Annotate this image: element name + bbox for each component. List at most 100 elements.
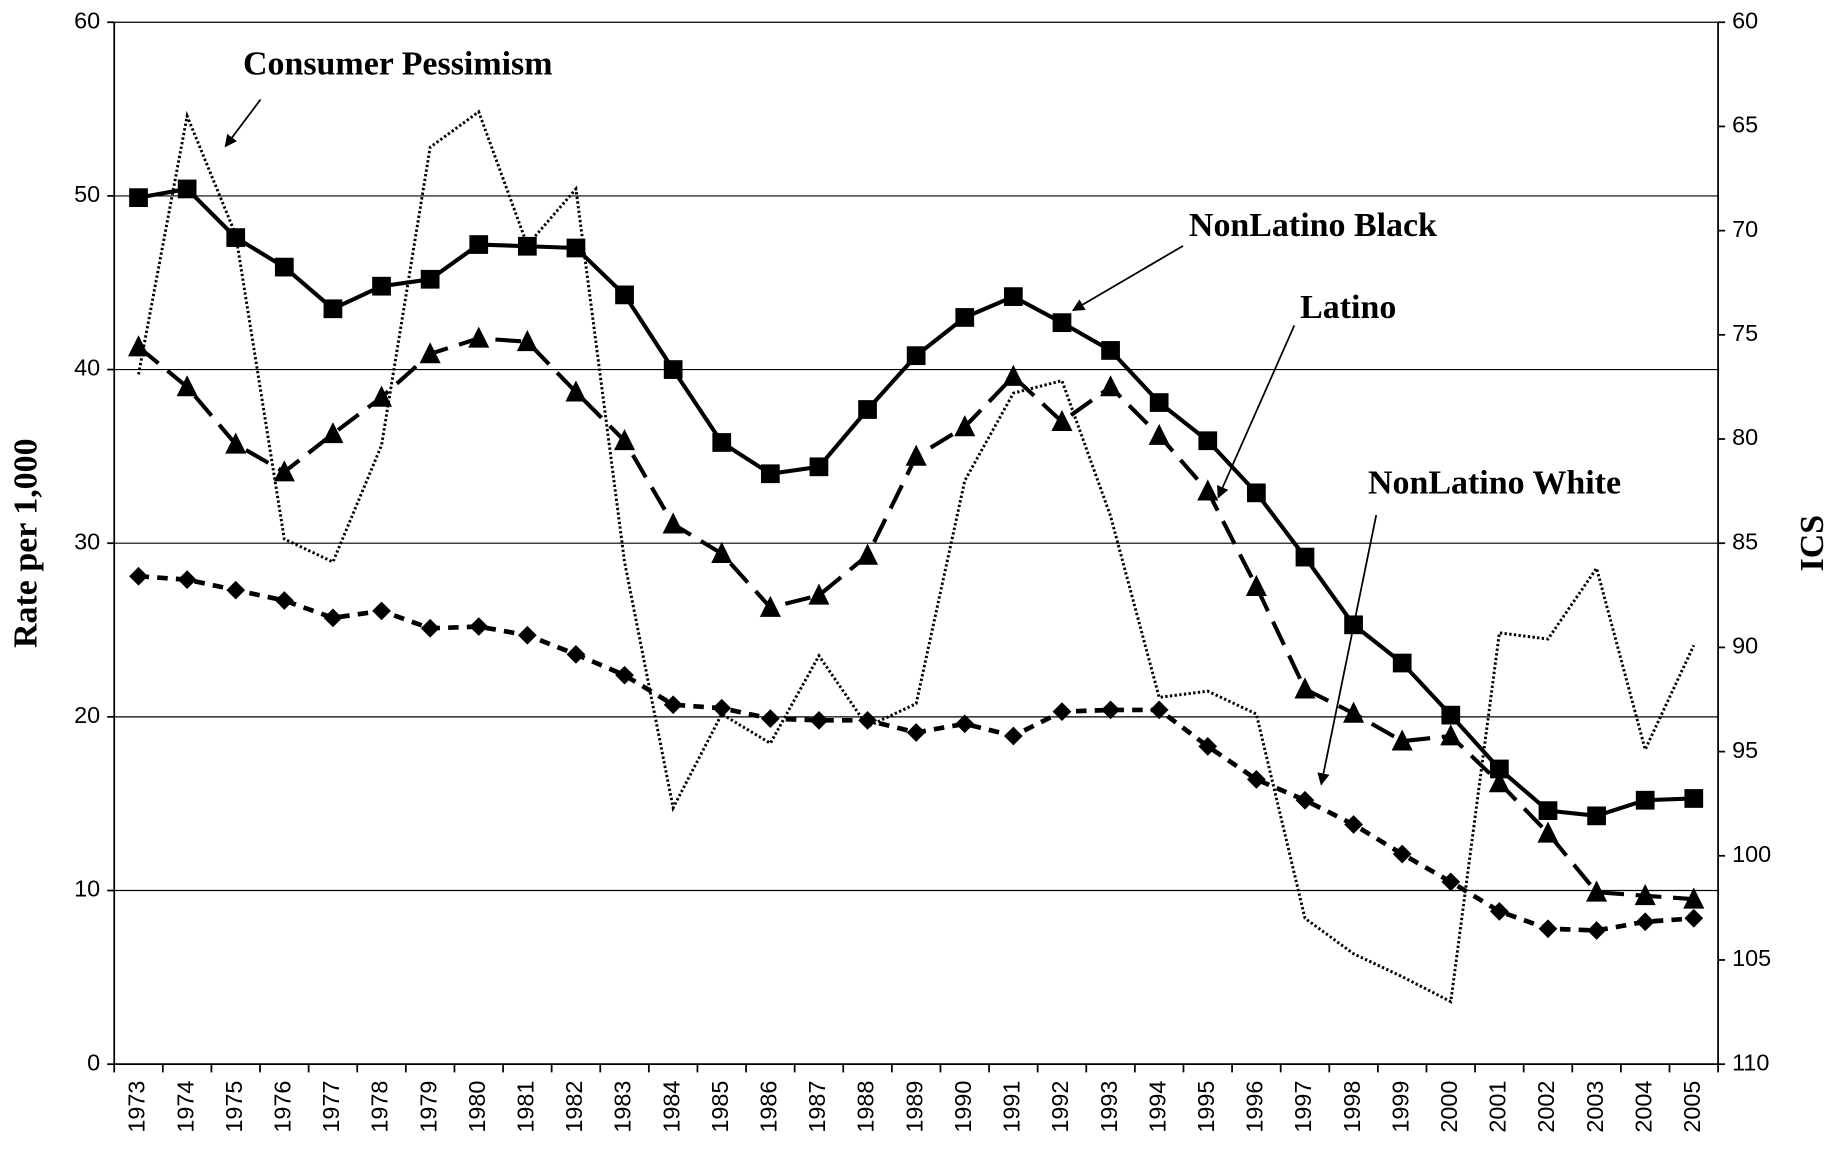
marker xyxy=(1538,801,1558,821)
marker xyxy=(1391,729,1413,751)
marker xyxy=(226,580,246,600)
marker xyxy=(1538,919,1558,939)
marker xyxy=(1003,726,1023,746)
marker xyxy=(1100,375,1122,397)
marker xyxy=(372,276,391,296)
x-tick-label: 1985 xyxy=(707,1081,733,1133)
x-tick-label: 1976 xyxy=(270,1081,296,1133)
y2-tick-label: 100 xyxy=(1732,841,1771,867)
x-tick-label: 1987 xyxy=(804,1081,830,1133)
label-arrow xyxy=(224,98,262,148)
marker xyxy=(1634,884,1656,906)
marker xyxy=(663,360,683,379)
marker xyxy=(712,698,732,718)
marker xyxy=(759,595,781,617)
marker xyxy=(1148,423,1170,445)
marker xyxy=(955,308,975,327)
x-tick-label: 1995 xyxy=(1193,1081,1219,1133)
marker xyxy=(1003,287,1023,306)
marker xyxy=(517,625,537,645)
y-tick-label: 20 xyxy=(74,702,100,728)
x-tick-label: 1975 xyxy=(221,1081,247,1133)
marker xyxy=(322,422,344,444)
marker xyxy=(565,380,587,402)
x-tick-label: 1977 xyxy=(318,1081,344,1133)
y2-tick-label: 90 xyxy=(1732,633,1758,659)
x-tick-label: 2003 xyxy=(1582,1081,1608,1133)
marker xyxy=(1197,479,1219,501)
series-label: NonLatino Black xyxy=(1189,207,1437,244)
marker xyxy=(857,543,879,565)
marker xyxy=(1247,770,1266,789)
marker xyxy=(1294,677,1316,699)
x-tick-label: 2001 xyxy=(1485,1081,1511,1133)
marker xyxy=(1586,880,1608,902)
marker xyxy=(615,285,634,305)
marker xyxy=(469,617,489,636)
x-tick-label: 1978 xyxy=(367,1081,393,1133)
marker xyxy=(1635,790,1655,810)
marker xyxy=(1343,701,1365,723)
series-line xyxy=(138,186,1694,818)
series-label: Consumer Pessimism xyxy=(243,46,553,83)
y2-tick-label: 105 xyxy=(1732,945,1771,971)
marker xyxy=(516,330,538,352)
marker xyxy=(614,429,636,451)
x-tick-label: 1981 xyxy=(513,1081,539,1133)
marker xyxy=(1441,705,1461,725)
y2-tick-label: 60 xyxy=(1732,7,1758,33)
marker xyxy=(1684,789,1704,808)
marker xyxy=(1245,574,1267,596)
marker xyxy=(1149,393,1169,412)
marker xyxy=(517,236,537,256)
marker xyxy=(1440,724,1462,746)
y2-tick-label: 75 xyxy=(1732,320,1758,346)
marker xyxy=(1101,700,1120,720)
x-tick-label: 1979 xyxy=(415,1081,441,1133)
marker xyxy=(712,433,732,452)
y-tick-label: 10 xyxy=(74,876,100,902)
marker xyxy=(1684,908,1704,928)
marker xyxy=(468,326,490,348)
marker xyxy=(129,566,148,586)
marker xyxy=(809,457,829,477)
x-tick-label: 1980 xyxy=(464,1081,490,1133)
x-tick-label: 2000 xyxy=(1436,1081,1462,1133)
series-line xyxy=(137,336,1694,902)
y2-tick-label: 70 xyxy=(1732,216,1758,242)
x-tick-label: 1974 xyxy=(172,1081,198,1133)
marker xyxy=(1002,364,1024,386)
marker xyxy=(906,723,926,742)
marker xyxy=(274,257,294,277)
marker xyxy=(858,400,877,419)
marker xyxy=(1683,887,1705,909)
marker xyxy=(1295,790,1315,810)
marker xyxy=(419,342,441,364)
x-tick-label: 1994 xyxy=(1144,1081,1170,1133)
x-tick-label: 1990 xyxy=(950,1081,976,1133)
x-tick-label: 1998 xyxy=(1339,1081,1365,1133)
x-tick-label: 1973 xyxy=(124,1081,150,1133)
label-arrow xyxy=(1317,514,1378,786)
marker xyxy=(1537,821,1559,843)
x-tick-label: 1992 xyxy=(1047,1081,1073,1133)
marker xyxy=(226,228,246,247)
y2-axis-title: ICS xyxy=(1794,515,1831,572)
y2-tick-label: 85 xyxy=(1732,528,1758,554)
marker xyxy=(905,444,927,466)
y2-tick-label: 65 xyxy=(1732,112,1758,138)
x-tick-label: 1986 xyxy=(756,1081,782,1133)
marker xyxy=(858,710,877,730)
x-tick-label: 1988 xyxy=(853,1081,879,1133)
marker xyxy=(177,179,197,199)
marker xyxy=(274,591,294,610)
marker xyxy=(566,238,586,258)
series-label: NonLatino White xyxy=(1368,465,1621,502)
x-tick-label: 1997 xyxy=(1290,1081,1316,1133)
x-tick-label: 1984 xyxy=(658,1081,684,1133)
marker xyxy=(129,188,148,208)
marker xyxy=(760,709,780,728)
marker xyxy=(1149,700,1169,720)
y-axis-title: Rate per 1,000 xyxy=(8,438,45,648)
